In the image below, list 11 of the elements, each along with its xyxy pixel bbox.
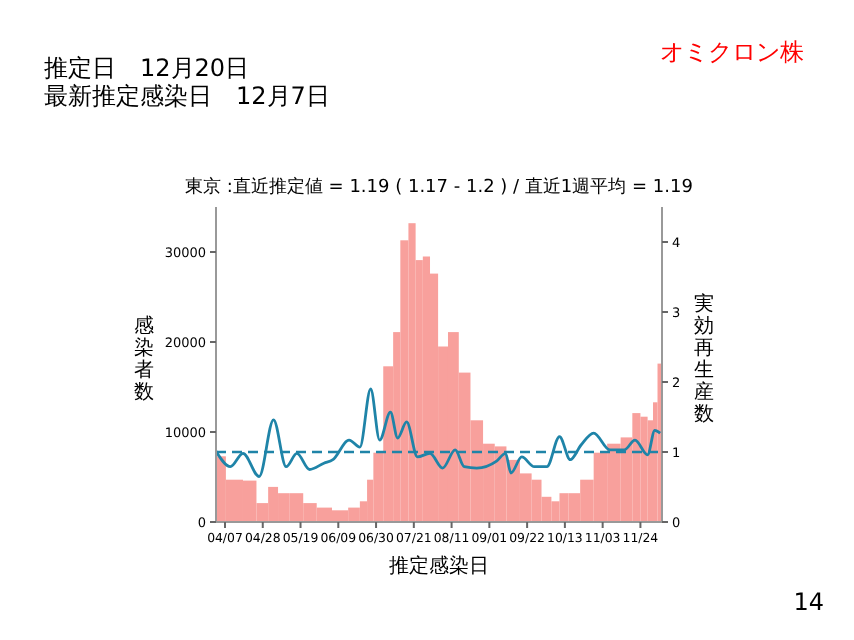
text: 14 <box>793 588 824 616</box>
bar <box>422 256 431 522</box>
x-axis-title: 推定感染日 <box>389 554 489 578</box>
text: オミクロン株 <box>660 38 804 66</box>
text: 最新推定感染日 12月7日 <box>44 82 330 110</box>
y2-axis-title: 実効再生産数 <box>694 291 714 426</box>
text: 推定日 12月20日 <box>44 54 250 82</box>
chart-title: 東京 :直近推定値 = 1.19 ( 1.17 - 1.2 ) / 直近1週平均 = 1.19 <box>185 176 694 198</box>
y-axis-title: 感染者数 <box>134 313 154 404</box>
bar <box>408 223 416 522</box>
bar <box>640 416 648 522</box>
